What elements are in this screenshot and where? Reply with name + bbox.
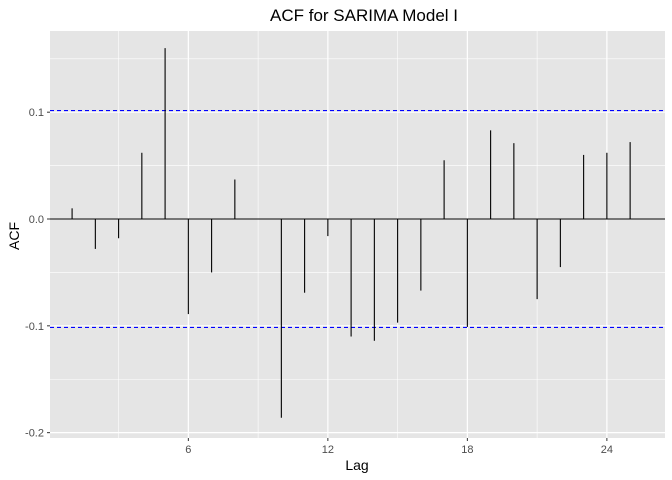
x-tick-label: 24 (601, 444, 613, 456)
y-axis-title: ACF (6, 222, 22, 250)
panel-background (50, 31, 665, 438)
x-axis-title: Lag (345, 457, 368, 473)
x-tick-label: 18 (461, 444, 473, 456)
plot-panel (50, 31, 665, 438)
x-axis: 6 12 18 24 (185, 438, 613, 456)
y-tick-label: -0.2 (25, 428, 44, 440)
y-tick-label: -0.1 (25, 321, 44, 333)
chart-title: ACF for SARIMA Model I (270, 6, 458, 25)
y-axis: -0.2 -0.1 0.0 0.1 (25, 107, 50, 440)
y-tick-label: 0.0 (29, 214, 44, 226)
x-tick-label: 12 (322, 444, 334, 456)
x-tick-label: 6 (185, 444, 191, 456)
y-tick-label: 0.1 (29, 107, 44, 119)
